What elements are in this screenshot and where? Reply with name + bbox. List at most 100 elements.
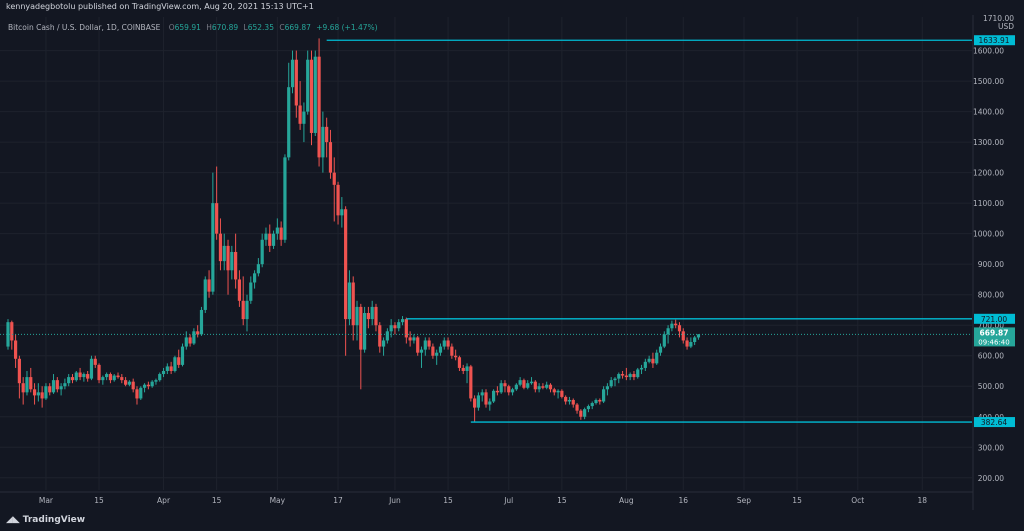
candle xyxy=(241,276,245,326)
candle-body xyxy=(63,383,67,387)
candle-body xyxy=(222,245,226,262)
candle xyxy=(51,374,56,394)
tradingview-logo-text: TradingView xyxy=(22,515,86,525)
candle xyxy=(419,346,424,368)
candle xyxy=(328,129,333,179)
candle xyxy=(173,355,177,373)
candle-body xyxy=(355,306,359,326)
candlestick-chart[interactable]: 1710.00USD200.00300.00400.00500.00600.00… xyxy=(0,14,1024,510)
candle-body xyxy=(567,399,572,402)
candle xyxy=(404,317,408,344)
candle xyxy=(473,395,477,422)
candle xyxy=(237,270,242,307)
candle-body xyxy=(89,358,94,379)
candle-body xyxy=(146,384,150,387)
candle-body xyxy=(264,233,268,240)
candle-body xyxy=(108,374,113,381)
candle xyxy=(70,374,75,384)
candle xyxy=(351,276,355,341)
candle xyxy=(252,270,257,289)
candle xyxy=(344,206,348,356)
candle xyxy=(389,319,393,338)
level-price-label: 382.64 xyxy=(981,418,1007,427)
candle-body xyxy=(378,325,382,347)
candle xyxy=(435,349,439,365)
candle xyxy=(412,334,416,344)
candle xyxy=(529,377,534,385)
candle-body xyxy=(529,381,534,384)
candle xyxy=(571,398,575,408)
candle xyxy=(222,233,226,271)
chart-area[interactable]: 1710.00USD200.00300.00400.00500.00600.00… xyxy=(0,14,1024,510)
publish-header: kennyadegbotolu published on TradingView… xyxy=(0,0,1024,15)
candle xyxy=(86,370,90,382)
candle xyxy=(25,370,29,396)
candle xyxy=(336,181,340,225)
published-text: kennyadegbotolu published on TradingView… xyxy=(6,2,314,11)
candle xyxy=(306,50,310,115)
time-axis[interactable]: Mar 15 Apr 15 May 17 Jun 15 Jul 15 Aug 16 Sep 15 Oct 18 xyxy=(0,491,973,505)
candle-body xyxy=(450,346,454,356)
candle-body xyxy=(427,340,431,347)
candle-body xyxy=(624,375,628,378)
candle-body xyxy=(423,340,427,350)
candle xyxy=(165,363,169,375)
candle xyxy=(302,102,306,143)
candle xyxy=(446,337,450,350)
candle xyxy=(59,383,63,396)
candle xyxy=(21,377,25,405)
time-tick-label: 15 xyxy=(443,496,453,505)
candle xyxy=(78,367,82,381)
legend-close-label: C xyxy=(279,23,285,32)
time-tick-label: 15 xyxy=(212,496,222,505)
time-tick-label: Apr xyxy=(157,496,171,505)
candle-body xyxy=(628,374,632,378)
candle xyxy=(256,258,260,277)
candle-body xyxy=(48,386,52,393)
candle-body xyxy=(385,331,389,341)
candle-body xyxy=(112,375,116,381)
tradingview-logo[interactable]: ◢◣ TradingView xyxy=(6,515,85,525)
price-axis[interactable]: 1710.00USD200.00300.00400.00500.00600.00… xyxy=(972,14,1024,510)
level-price-badge xyxy=(974,35,1015,46)
candle-body xyxy=(165,366,169,371)
candle-body xyxy=(583,409,587,417)
candle xyxy=(294,50,298,118)
candle xyxy=(624,367,628,381)
candle-body xyxy=(245,300,249,320)
candle-body xyxy=(120,377,124,381)
candle xyxy=(321,111,325,173)
candle-body xyxy=(677,325,682,332)
candle xyxy=(40,386,44,408)
candle xyxy=(309,50,314,146)
candle xyxy=(268,224,272,252)
candle-body xyxy=(154,380,158,382)
candle xyxy=(480,389,484,402)
candle-body xyxy=(101,377,105,381)
candle-body xyxy=(602,389,606,402)
candle-body xyxy=(93,358,97,365)
price-tick-label: 700.00 xyxy=(978,321,1004,330)
candle xyxy=(693,335,697,346)
candle-body xyxy=(215,203,219,234)
candle xyxy=(105,372,109,381)
candle xyxy=(211,172,215,295)
candle xyxy=(617,372,621,384)
candle xyxy=(643,358,647,371)
candle xyxy=(590,401,594,410)
price-tick-label: 1100.00 xyxy=(973,199,1004,208)
candle-body xyxy=(44,386,48,399)
candle-body xyxy=(67,377,71,384)
candle-body xyxy=(693,337,697,342)
candle-body xyxy=(325,126,329,143)
price-tick-label: 200.00 xyxy=(978,474,1004,483)
candle xyxy=(180,343,185,367)
candle xyxy=(548,383,553,393)
candle xyxy=(32,383,37,405)
candle-body xyxy=(598,399,602,402)
candle xyxy=(298,81,302,130)
candle xyxy=(146,381,150,390)
candle-body xyxy=(363,313,367,350)
candle-body xyxy=(696,334,701,338)
candle-body xyxy=(374,306,378,326)
